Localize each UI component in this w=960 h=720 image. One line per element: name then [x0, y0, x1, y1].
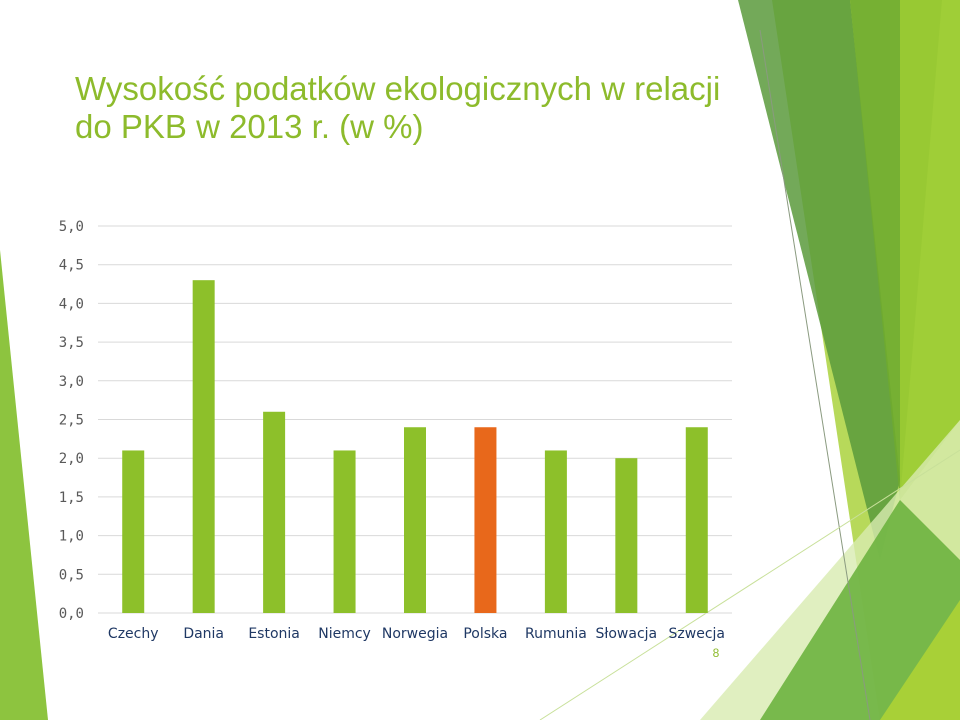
bar-szwecja [685, 427, 708, 613]
bar-słowacja [615, 458, 638, 613]
bar-estonia [263, 411, 286, 613]
y-tick-label: 3,5 [59, 335, 84, 351]
bar-czechy [122, 450, 145, 613]
bar-dania [192, 280, 215, 613]
y-tick-label: 1,5 [59, 490, 84, 506]
accent-line-1 [759, 29, 871, 720]
y-tick-label: 3,0 [59, 374, 84, 390]
corner-band-dark [738, 0, 900, 560]
y-tick-label: 2,0 [59, 451, 84, 467]
x-category-label: Norwegia [382, 626, 448, 642]
y-tick-label: 0,5 [59, 567, 84, 583]
slide-title: Wysokość podatków ekologicznych w relacj… [75, 70, 735, 146]
lower-fan-yellow [880, 600, 960, 720]
page-number: 8 [712, 646, 720, 660]
x-category-label: Szwecja [669, 626, 725, 642]
lower-fan-green [760, 500, 960, 720]
x-category-label: Estonia [248, 626, 300, 642]
bar-norwegia [404, 427, 426, 613]
y-tick-label: 2,5 [59, 413, 84, 429]
y-tick-label: 1,0 [59, 529, 84, 545]
y-tick-label: 0,0 [59, 606, 84, 622]
bar-rumunia [544, 450, 567, 613]
y-tick-label: 4,5 [59, 258, 84, 274]
slide-title-line-2: do PKB w 2013 r. (w %) [75, 108, 424, 145]
x-category-label: Słowacja [596, 626, 658, 642]
left-edge-stripe [0, 250, 48, 720]
x-category-label: Niemcy [318, 626, 371, 642]
x-category-label: Dania [183, 626, 224, 642]
slide-title-line-1: Wysokość podatków ekologicznych w relacj… [75, 70, 721, 107]
y-tick-label: 4,0 [59, 296, 84, 312]
bar-polska [474, 427, 497, 613]
y-tick-label: 5,0 [59, 219, 84, 235]
x-category-label: Rumunia [525, 626, 587, 642]
bar-niemcy [333, 450, 356, 613]
accent-line-2 [539, 449, 960, 720]
corner-band-bright [900, 0, 960, 500]
x-category-label: Czechy [108, 626, 159, 642]
x-category-label: Polska [463, 626, 507, 642]
